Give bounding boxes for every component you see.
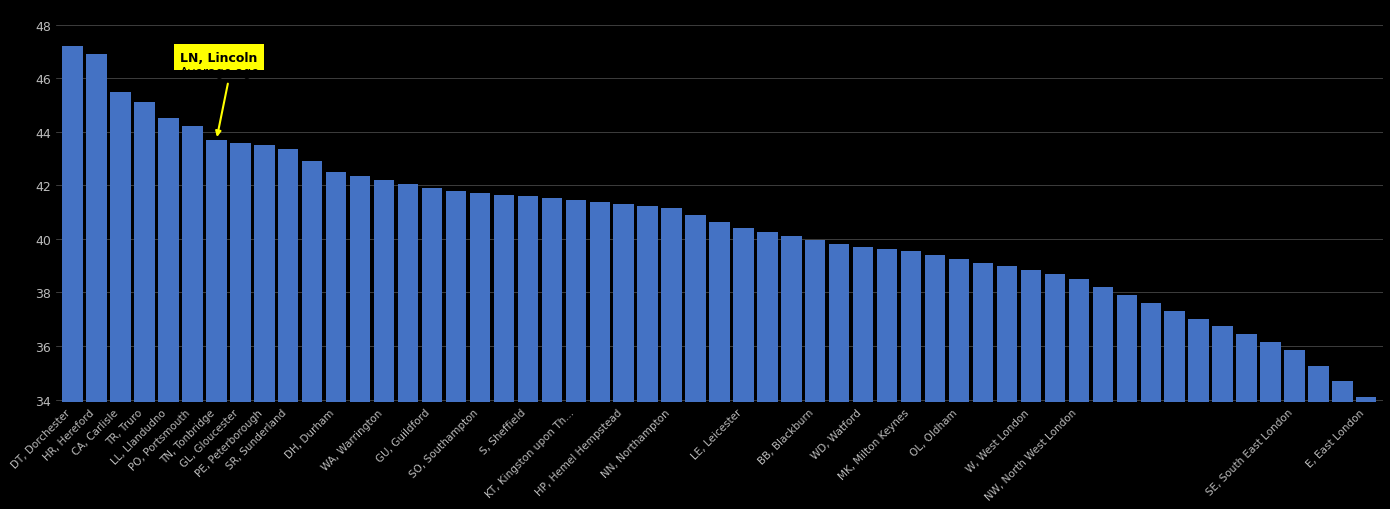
Bar xyxy=(254,146,274,509)
Text: LN, Lincoln: LN, Lincoln xyxy=(181,51,259,65)
Bar xyxy=(493,195,514,509)
Bar xyxy=(1284,350,1305,509)
Bar xyxy=(135,103,154,509)
Bar xyxy=(350,177,370,509)
Bar xyxy=(374,181,395,509)
Bar xyxy=(662,209,681,509)
Bar xyxy=(781,237,802,509)
Bar xyxy=(1141,303,1161,509)
Bar xyxy=(1212,327,1233,509)
Bar xyxy=(1069,279,1088,509)
Bar xyxy=(302,161,322,509)
Bar xyxy=(828,244,849,509)
Bar xyxy=(1357,397,1376,509)
Bar xyxy=(398,185,418,509)
Bar xyxy=(1236,334,1257,509)
Bar xyxy=(734,229,753,509)
Bar xyxy=(327,173,346,509)
Bar xyxy=(110,93,131,509)
Bar xyxy=(1261,343,1280,509)
Bar xyxy=(1165,311,1184,509)
Bar xyxy=(901,251,922,509)
Bar xyxy=(182,127,203,509)
Bar xyxy=(805,241,826,509)
Bar xyxy=(63,47,83,509)
Bar xyxy=(1045,275,1065,509)
Bar xyxy=(542,199,562,509)
Bar xyxy=(853,247,873,509)
Bar xyxy=(206,140,227,509)
Bar xyxy=(1188,319,1209,509)
Bar xyxy=(278,150,299,509)
Bar xyxy=(470,194,491,509)
Bar xyxy=(685,215,706,509)
Bar xyxy=(1093,288,1113,509)
Bar xyxy=(638,207,657,509)
Bar xyxy=(1332,382,1352,509)
Bar xyxy=(517,196,538,509)
Bar xyxy=(709,222,730,509)
Text: 43.7: 43.7 xyxy=(313,66,343,79)
Text: Average age:: Average age: xyxy=(181,66,268,79)
Bar xyxy=(924,256,945,509)
Bar xyxy=(158,119,179,509)
Bar xyxy=(949,260,969,509)
Bar xyxy=(997,267,1017,509)
Bar xyxy=(613,205,634,509)
Bar xyxy=(973,263,994,509)
Bar xyxy=(1020,270,1041,509)
Bar xyxy=(877,249,898,509)
Bar xyxy=(589,203,610,509)
Bar xyxy=(566,201,587,509)
Bar xyxy=(86,55,107,509)
Bar xyxy=(421,189,442,509)
Bar xyxy=(758,233,777,509)
Bar xyxy=(231,143,250,509)
Bar xyxy=(1116,295,1137,509)
Bar xyxy=(446,191,466,509)
Bar xyxy=(1308,366,1329,509)
